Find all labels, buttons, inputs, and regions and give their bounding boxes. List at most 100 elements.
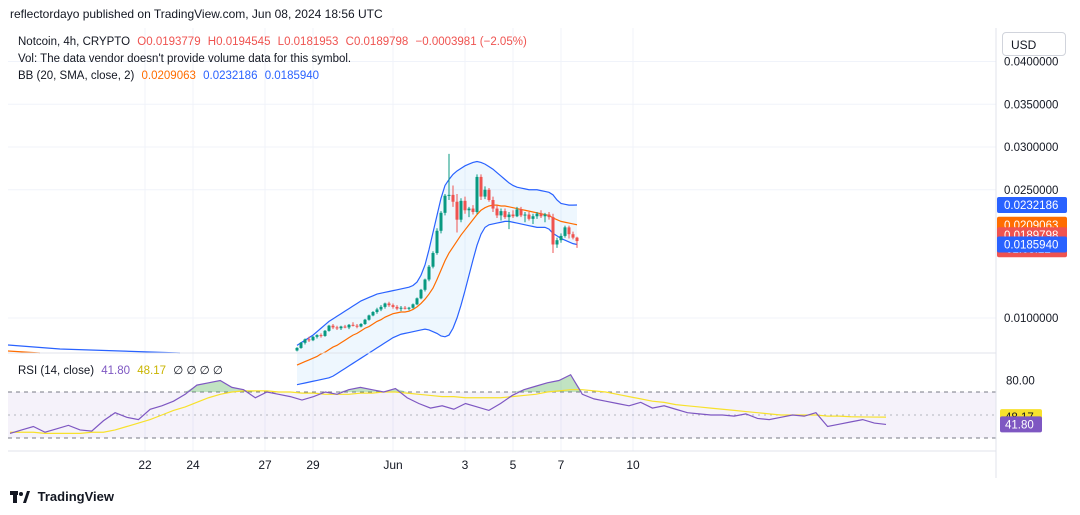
candle[interactable]	[495, 205, 499, 218]
candle[interactable]	[567, 225, 571, 239]
price-label-bg	[997, 196, 1067, 213]
candlesticks[interactable]	[295, 153, 579, 352]
bb-upper-line-history	[7, 344, 181, 354]
candle[interactable]	[475, 174, 479, 214]
candle[interactable]	[427, 264, 431, 282]
candle[interactable]	[479, 174, 483, 201]
bb-label[interactable]: BB (20, SMA, close, 2)	[18, 70, 135, 82]
candle[interactable]	[315, 334, 319, 339]
candle[interactable]	[507, 211, 511, 230]
candle[interactable]	[311, 335, 315, 342]
candle[interactable]	[419, 288, 423, 300]
candle[interactable]	[399, 306, 403, 312]
candle[interactable]	[511, 210, 515, 218]
candle-body	[515, 209, 519, 217]
price-axis[interactable]: 0.0400000 0.0350000 0.0300000 0.0250000 0.01…	[997, 57, 1067, 433]
candle[interactable]	[559, 233, 563, 243]
candle[interactable]	[575, 236, 579, 248]
candle[interactable]	[503, 208, 507, 219]
candle[interactable]	[499, 208, 503, 221]
candle[interactable]	[335, 325, 339, 330]
candle-body	[467, 208, 471, 211]
candle[interactable]	[471, 205, 475, 215]
candle[interactable]	[435, 228, 439, 255]
candle-body	[475, 176, 479, 212]
time-axis[interactable]: 22 24 27 29 Jun 3 5 7 10	[138, 458, 640, 472]
candle[interactable]	[299, 341, 303, 349]
bb-basis-line	[296, 204, 578, 366]
candle[interactable]	[547, 211, 551, 220]
candle[interactable]	[519, 206, 523, 218]
candle[interactable]	[379, 305, 383, 312]
candle[interactable]	[555, 237, 559, 248]
candle[interactable]	[463, 196, 467, 214]
candle[interactable]	[571, 231, 575, 240]
rsi-label[interactable]: RSI (14, close)	[18, 365, 95, 377]
candle[interactable]	[527, 211, 531, 221]
candle[interactable]	[391, 303, 395, 309]
candle[interactable]	[375, 307, 379, 314]
candle[interactable]	[455, 194, 459, 233]
candle-body	[459, 200, 463, 220]
candle[interactable]	[371, 311, 375, 317]
candle[interactable]	[515, 206, 519, 218]
candle[interactable]	[531, 213, 535, 224]
candle[interactable]	[491, 196, 495, 212]
candle[interactable]	[535, 211, 539, 219]
candle[interactable]	[395, 305, 399, 311]
candle[interactable]	[307, 336, 311, 342]
candle[interactable]	[459, 198, 463, 223]
candle[interactable]	[451, 185, 455, 207]
candle[interactable]	[483, 186, 487, 200]
candle[interactable]	[523, 211, 527, 223]
candle-body	[319, 335, 323, 337]
candle[interactable]	[539, 210, 543, 218]
candle[interactable]	[383, 302, 387, 309]
candle-body	[331, 325, 335, 328]
candle[interactable]	[295, 347, 299, 352]
candle[interactable]	[339, 325, 343, 330]
candle-body	[527, 214, 531, 219]
candle[interactable]	[359, 323, 363, 328]
candle[interactable]	[467, 206, 471, 218]
currency-button[interactable]: USD	[1002, 32, 1066, 56]
candle[interactable]	[323, 329, 327, 337]
candle[interactable]	[351, 322, 355, 327]
candle[interactable]	[387, 301, 391, 307]
candle-body	[435, 230, 439, 254]
candle[interactable]	[447, 153, 451, 201]
main-pane-bg	[8, 28, 996, 353]
candle[interactable]	[431, 251, 435, 269]
candle[interactable]	[347, 323, 351, 330]
candle[interactable]	[415, 297, 419, 306]
candle[interactable]	[403, 306, 407, 310]
candle[interactable]	[487, 188, 491, 202]
tradingview-branding[interactable]: TradingView	[10, 489, 114, 506]
candle[interactable]	[355, 323, 359, 329]
candle[interactable]	[543, 212, 547, 223]
candle[interactable]	[367, 314, 371, 321]
candle[interactable]	[439, 211, 443, 234]
candle[interactable]	[303, 338, 307, 345]
candle-body	[351, 324, 355, 326]
candle[interactable]	[363, 318, 367, 325]
rsi-value-label[interactable]: 41.80	[1000, 416, 1042, 433]
candle[interactable]	[423, 278, 427, 292]
candle[interactable]	[331, 323, 335, 330]
candle[interactable]	[411, 303, 415, 309]
candle-body	[455, 201, 459, 220]
price-label[interactable]: 0.0185940	[997, 236, 1067, 253]
candle-body	[487, 189, 491, 201]
candle[interactable]	[343, 324, 347, 329]
candle[interactable]	[319, 333, 323, 338]
candle[interactable]	[563, 225, 567, 238]
candle[interactable]	[443, 194, 447, 216]
candle[interactable]	[327, 324, 331, 332]
price-tick-label: 0.0100000	[1004, 313, 1058, 325]
price-label[interactable]: 0.0232186	[997, 196, 1067, 213]
candle[interactable]	[407, 306, 411, 311]
candle-body	[559, 235, 563, 241]
symbol-name[interactable]: Notcoin, 4h, CRYPTO	[18, 36, 131, 48]
candle[interactable]	[551, 213, 555, 254]
